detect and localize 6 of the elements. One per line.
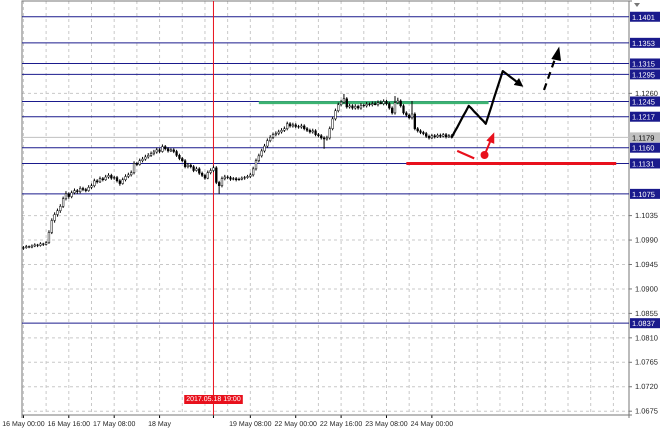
candlestick (342, 93, 346, 104)
candlestick (266, 138, 269, 148)
candlestick (184, 158, 186, 169)
candlestick (346, 96, 348, 110)
candlestick (132, 160, 136, 175)
candlestick (322, 136, 326, 150)
